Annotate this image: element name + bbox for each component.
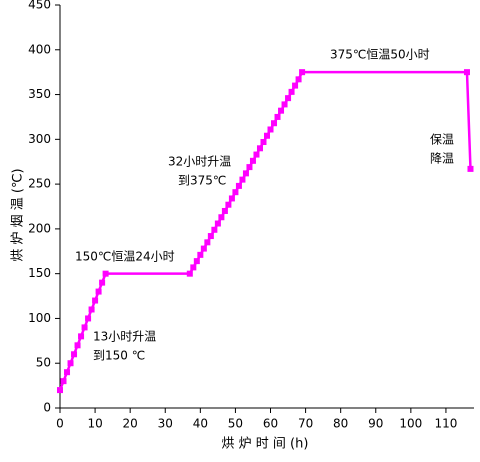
annotation: 13小时升温	[93, 330, 156, 344]
marker	[467, 165, 474, 172]
marker	[74, 342, 81, 349]
x-tick-label: 100	[399, 417, 422, 431]
annotation: 150℃恒温24小时	[75, 250, 175, 264]
marker	[190, 264, 197, 271]
marker	[246, 164, 253, 171]
y-tick-label: 300	[28, 132, 51, 146]
x-tick-label: 10	[87, 417, 102, 431]
marker	[204, 239, 211, 246]
x-tick-label: 70	[298, 417, 313, 431]
y-tick-label: 350	[28, 87, 51, 101]
marker	[197, 251, 204, 258]
marker	[292, 82, 299, 89]
y-tick-label: 50	[36, 356, 51, 370]
marker	[207, 233, 214, 240]
marker	[57, 387, 63, 394]
marker	[78, 333, 85, 340]
x-tick-label: 40	[193, 417, 208, 431]
marker	[281, 101, 288, 108]
marker	[253, 151, 260, 158]
x-tick-label: 80	[333, 417, 348, 431]
y-tick-label: 200	[28, 221, 51, 235]
marker	[81, 324, 88, 331]
x-tick-label: 20	[123, 417, 138, 431]
marker	[214, 220, 221, 227]
marker	[99, 279, 106, 286]
marker	[278, 107, 285, 114]
marker	[71, 351, 78, 358]
marker	[239, 176, 246, 183]
y-tick-label: 150	[28, 266, 51, 280]
marker	[92, 297, 99, 304]
marker	[95, 288, 102, 295]
marker	[260, 139, 267, 146]
marker	[67, 360, 74, 367]
x-tick-label: 60	[263, 417, 278, 431]
y-tick-label: 0	[43, 401, 51, 415]
annotation: 降温	[430, 152, 454, 166]
annotation: 保温	[430, 133, 454, 147]
marker	[295, 76, 302, 83]
marker	[221, 207, 228, 214]
y-tick-label: 250	[28, 177, 51, 191]
marker	[232, 189, 239, 196]
annotation: 375℃恒温50小时	[330, 48, 430, 62]
marker	[225, 201, 232, 208]
marker	[102, 270, 109, 277]
marker	[64, 369, 71, 376]
x-tick-label: 30	[158, 417, 173, 431]
marker	[193, 258, 200, 265]
marker	[271, 120, 278, 127]
marker	[274, 113, 281, 120]
x-tick-label: 110	[434, 417, 457, 431]
marker	[267, 126, 274, 133]
y-tick-label: 450	[28, 0, 51, 12]
marker	[228, 195, 235, 202]
marker	[186, 270, 193, 277]
marker	[85, 315, 92, 322]
marker	[211, 226, 218, 233]
marker	[256, 145, 263, 152]
marker	[88, 306, 95, 313]
x-tick-label: 50	[228, 417, 243, 431]
x-tick-label: 90	[368, 417, 383, 431]
marker	[264, 132, 270, 139]
x-axis-label: 烘 炉 时 间 (h)	[222, 437, 309, 452]
marker	[218, 214, 225, 221]
x-tick-label: 0	[56, 417, 64, 431]
marker	[249, 157, 256, 164]
marker	[288, 88, 295, 95]
annotation: 到150 ℃	[93, 349, 145, 363]
annotation: 32小时升温	[168, 155, 231, 169]
y-tick-label: 100	[28, 311, 51, 325]
marker	[60, 378, 67, 385]
marker	[235, 182, 242, 189]
y-tick-label: 400	[28, 42, 51, 56]
marker	[242, 170, 249, 177]
marker	[200, 245, 207, 252]
marker	[299, 69, 306, 76]
marker	[285, 95, 292, 102]
annotation: 到375℃	[178, 174, 226, 188]
y-axis-label: 烘 炉 烟 温 (℃)	[11, 168, 26, 261]
marker	[463, 69, 470, 76]
